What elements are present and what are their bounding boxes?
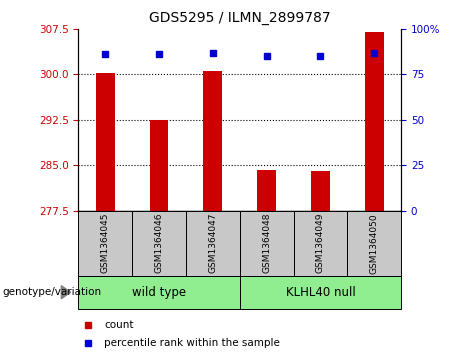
Bar [96,73,115,211]
Bar [240,276,401,309]
Bar [150,120,168,211]
Text: GSM1364047: GSM1364047 [208,213,217,273]
Bar [257,170,276,211]
Title: GDS5295 / ILMN_2899787: GDS5295 / ILMN_2899787 [149,11,331,25]
Text: KLHL40 null: KLHL40 null [285,286,355,299]
Bar [294,211,347,276]
Text: count: count [104,320,134,330]
Bar [186,211,240,276]
Text: GSM1364046: GSM1364046 [154,213,164,273]
Bar [311,171,330,211]
Text: GSM1364048: GSM1364048 [262,213,271,273]
Text: wild type: wild type [132,286,186,299]
Bar [78,276,240,309]
Bar [132,211,186,276]
Bar [78,211,132,276]
Bar [240,211,294,276]
Text: GSM1364050: GSM1364050 [370,213,378,274]
Text: GSM1364045: GSM1364045 [101,213,110,273]
Bar [365,32,384,211]
Text: genotype/variation: genotype/variation [2,287,101,297]
Bar [203,72,222,211]
Bar [347,211,401,276]
Text: GSM1364049: GSM1364049 [316,213,325,273]
Text: percentile rank within the sample: percentile rank within the sample [104,338,280,348]
